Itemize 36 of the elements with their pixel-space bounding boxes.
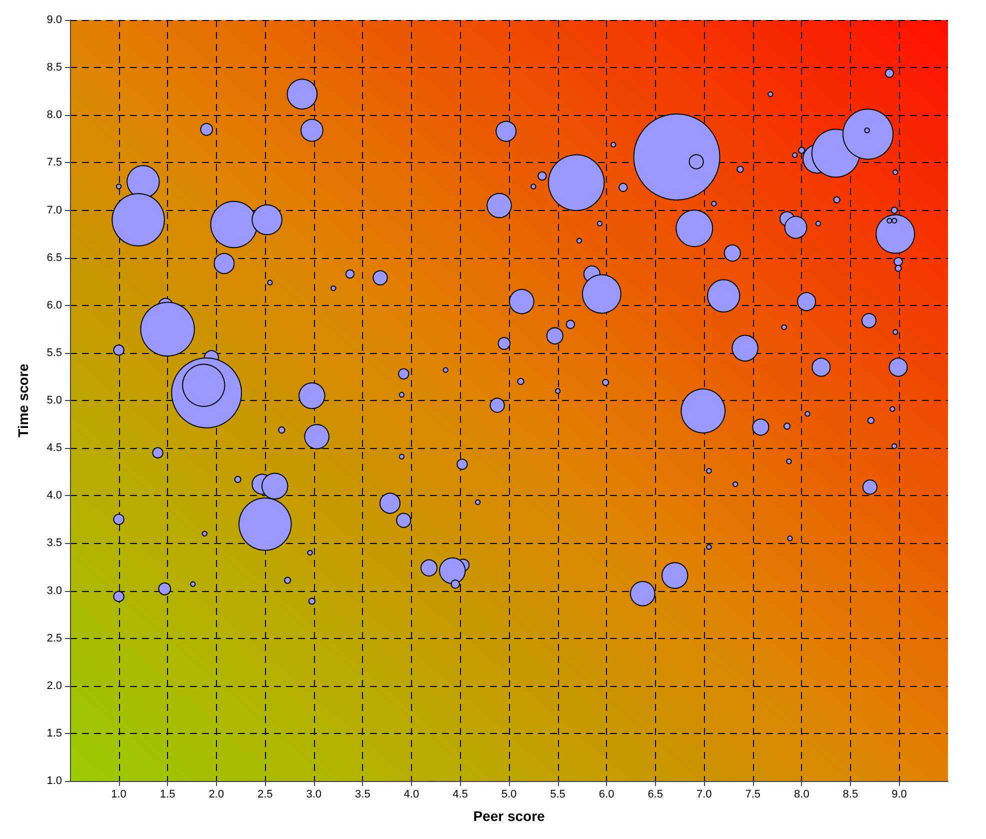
x-tick-label: 9.0 [892,788,907,800]
x-tick-label: 8.5 [842,788,858,800]
y-tick-label: 2.5 [46,632,62,644]
y-tick-label: 6.0 [46,299,62,312]
y-tick-label: 3.5 [46,537,62,550]
y-tick-label: 1.0 [46,775,62,787]
x-tick-label: 7.5 [745,788,761,800]
x-tick-label: 3.0 [306,788,322,800]
x-tick-label: 8.0 [794,788,810,800]
x-tick-label: 6.0 [598,788,614,800]
x-tick-label: 2.5 [257,788,273,800]
y-tick-label: 1.5 [46,727,62,740]
y-tick-label: 3.0 [46,584,62,597]
x-tick-label: 5.0 [501,788,517,800]
y-tick-label: 7.5 [46,156,62,169]
y-tick-label: 4.0 [46,490,62,502]
x-tick-label: 4.5 [452,788,468,800]
x-tick-label: 2.0 [208,788,224,800]
x-tick-label: 7.0 [696,788,712,800]
x-tick-label: 4.0 [404,788,420,800]
x-tick-label: 1.5 [160,788,176,800]
y-tick-label: 9.0 [46,14,62,26]
x-tick-label: 3.5 [355,788,370,800]
y-tick-label: 2.0 [46,680,62,692]
x-tick-label: 5.5 [550,788,566,800]
y-tick-label: 4.5 [46,442,62,454]
x-tick-label: 1.0 [111,788,126,800]
y-tick-label: 8.5 [46,62,62,74]
x-axis-title: Peer score [473,808,546,824]
y-tick-label: 5.0 [46,394,62,406]
y-tick-label: 8.0 [46,109,62,122]
x-tick-label: 6.5 [648,788,663,800]
y-axis-title: Time score [15,363,31,438]
y-tick-label: 5.5 [46,346,62,359]
y-tick-label: 7.0 [46,204,62,216]
y-tick-label: 6.5 [46,252,62,264]
